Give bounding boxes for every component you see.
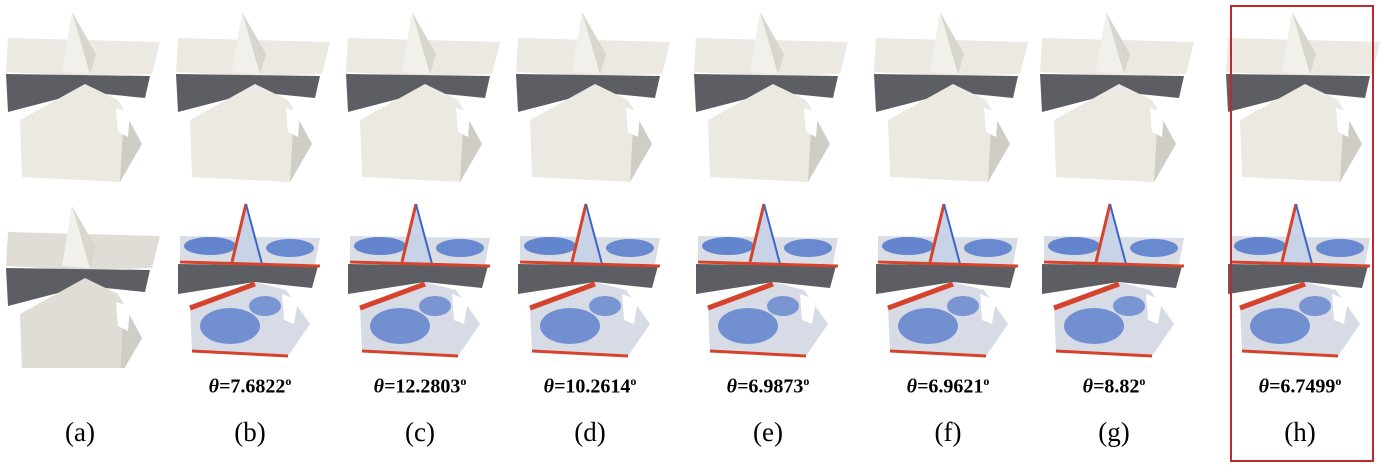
panel-label-h: (h) [1284, 417, 1316, 447]
panel-g: θ=8.82o (g) [1034, 0, 1194, 468]
theta-number: 6.9621 [928, 375, 984, 398]
panel-label-a: (a) [65, 417, 95, 447]
mesh-render-h [1226, 12, 1380, 182]
panel-label-c: (c) [405, 417, 435, 447]
mesh-render-c [346, 12, 500, 182]
theta-value-g: θ=8.82o [1034, 374, 1194, 399]
panel-label-b: (b) [234, 417, 266, 447]
panel-a: (a) [0, 0, 160, 468]
theta-symbol: θ= [373, 375, 396, 398]
theta-value-f: θ=6.9621o [868, 374, 1028, 399]
theta-symbol: θ= [208, 375, 231, 398]
error-map-b [178, 203, 321, 358]
theta-unit: o [1335, 374, 1342, 388]
theta-number: 8.82 [1104, 375, 1140, 398]
error-map-h [1228, 203, 1371, 358]
error-map-c [348, 203, 491, 358]
mesh-render-b [176, 12, 330, 182]
theta-unit: o [285, 374, 292, 388]
theta-number: 10.2614 [565, 375, 631, 398]
theta-value-e: θ=6.9873o [688, 374, 848, 399]
panel-d: θ=10.2614o (d) [510, 0, 670, 468]
error-map-f [876, 203, 1019, 358]
theta-symbol: θ= [1258, 375, 1281, 398]
theta-number: 7.6822 [230, 375, 286, 398]
theta-value-c: θ=12.2803o [340, 374, 500, 399]
panel-label-d: (d) [574, 417, 606, 447]
theta-value-h: θ=6.7499o [1220, 374, 1380, 399]
mesh-render-f [874, 12, 1028, 182]
panel-label-e: (e) [753, 417, 783, 447]
noisy-mesh-a [6, 206, 160, 368]
error-map-d [518, 203, 661, 358]
theta-symbol: θ= [906, 375, 929, 398]
theta-number: 6.9873 [748, 375, 804, 398]
panel-h: θ=6.7499o (h) [1220, 0, 1380, 468]
theta-unit: o [630, 374, 637, 388]
theta-unit: o [460, 374, 467, 388]
mesh-render-e [694, 12, 848, 182]
panel-e: θ=6.9873o (e) [688, 0, 848, 468]
mesh-render-d [516, 12, 670, 182]
panel-b: θ=7.6822o (b) [170, 0, 330, 468]
mesh-render-a [6, 12, 160, 182]
theta-value-b: θ=7.6822o [170, 374, 330, 399]
panel-f: θ=6.9621o (f) [868, 0, 1028, 468]
theta-unit: o [803, 374, 810, 388]
error-map-g [1042, 203, 1185, 358]
error-map-e [696, 203, 839, 358]
theta-symbol: θ= [1082, 375, 1105, 398]
panel-c: θ=12.2803o (c) [340, 0, 500, 468]
theta-unit: o [983, 374, 990, 388]
panel-label-g: (g) [1098, 417, 1130, 447]
theta-unit: o [1139, 374, 1146, 388]
theta-symbol: θ= [726, 375, 749, 398]
highlight-box-panel-h [1230, 5, 1374, 462]
panel-label-f: (f) [934, 417, 962, 447]
theta-number: 12.2803 [395, 375, 461, 398]
theta-value-d: θ=10.2614o [510, 374, 670, 399]
mesh-render-g [1040, 12, 1194, 182]
theta-number: 6.7499 [1280, 375, 1336, 398]
theta-symbol: θ= [543, 375, 566, 398]
